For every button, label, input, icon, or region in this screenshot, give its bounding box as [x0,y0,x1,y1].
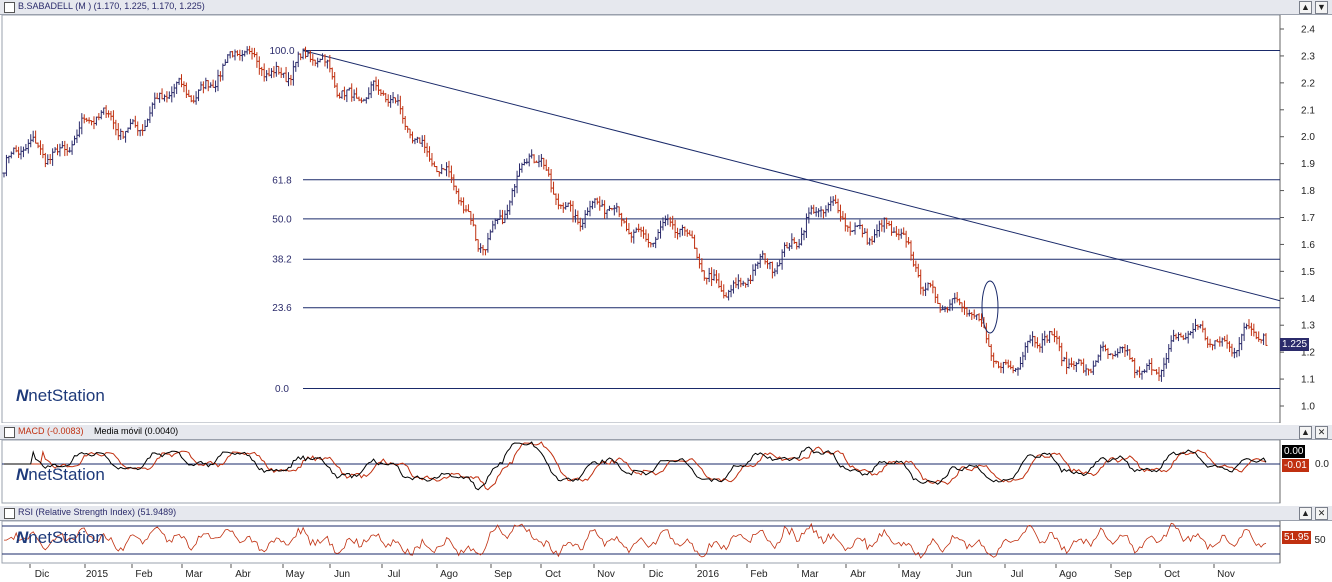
x-tick-label: 2016 [697,569,720,580]
y-tick-label: 2.3 [1301,51,1315,62]
x-tick-label: Dic [649,569,663,580]
last-price-label: 1.225 [1280,338,1310,351]
rsi-panel-header: RSI (Relative Strength Index) (51.9489) … [0,506,1332,521]
netstation-logo: NnetStation [16,386,105,405]
panel-menu-icon[interactable] [4,2,15,13]
minimize-button[interactable]: ▼ [1315,1,1328,14]
fib-label: 0.0 [275,384,289,395]
y-tick-label: 1.7 [1301,213,1315,224]
y-tick-label: 1.1 [1301,375,1315,386]
rsi-tick-label: 50 [1314,535,1326,546]
y-tick-label: 1.3 [1301,321,1315,332]
x-tick-label: Ago [1059,569,1077,580]
x-tick-label: 2015 [86,569,109,580]
price-panel-title: B.SABADELL (M ) (1.170, 1.225, 1.170, 1.… [18,1,205,11]
macd-netstation-logo: NnetStation [16,465,105,484]
x-tick-label: Sep [494,569,512,580]
y-tick-label: 1.4 [1301,294,1315,305]
rsi-logo-icon: N [16,528,29,547]
x-tick-label: May [286,569,305,580]
macd-signal-box: -0.01 [1282,459,1309,472]
x-tick-label: Oct [545,569,561,580]
rsi-netstation-logo: NnetStation [16,528,105,547]
macd-logo-icon: N [16,465,29,484]
x-tick-label: Jun [334,569,350,580]
x-tick-label: Mar [801,569,819,580]
x-tick-label: Mar [185,569,203,580]
x-tick-label: Jul [1011,569,1024,580]
rsi-chart: 50 [1,521,1326,564]
x-tick-label: Abr [850,569,866,580]
fib-label: 100.0 [269,46,294,57]
x-tick-label: Oct [1164,569,1180,580]
x-tick-label: Jul [388,569,401,580]
x-tick-label: Nov [1217,569,1235,580]
netstation-logo-icon: N [16,386,29,405]
x-tick-label: May [902,569,921,580]
x-tick-label: Jun [956,569,972,580]
y-tick-label: 1.6 [1301,240,1315,251]
macd-line [4,441,1267,491]
y-tick-label: 1.5 [1301,267,1315,278]
price-bars [2,45,1268,382]
macd-chart: 0.0 [1,440,1329,504]
y-tick-label: 1.0 [1301,402,1315,413]
x-tick-label: Dic [35,569,49,580]
fib-label: 61.8 [272,175,292,186]
trend-line [302,50,1281,302]
x-tick-label: Sep [1114,569,1132,580]
macd-maximize-button[interactable]: ▲ [1299,426,1312,439]
rsi-close-button[interactable]: ✕ [1315,507,1328,520]
rsi-line [4,522,1267,559]
rsi-value-box: 51.95 [1282,531,1312,544]
macd-title: MACD (-0.0083) Media móvil (0.0040) [18,426,179,436]
y-tick-label: 1.9 [1301,159,1315,170]
rsi-panel: RSI (Relative Strength Index) (51.9489) … [0,506,1332,564]
rsi-title: RSI (Relative Strength Index) (51.9489) [18,507,177,517]
macd-close-button[interactable]: ✕ [1315,426,1328,439]
fib-label: 38.2 [272,255,292,266]
time-axis: Dic 2015 Feb Mar Abr May Jun Jul Ago Sep Oct Nov Dic… [0,564,1332,582]
price-chart: 2.42.32.22.12.01.91.81.71.61.51.41.31.21… [1,15,1315,423]
y-tick-label: 2.2 [1301,78,1315,89]
y-tick-label: 1.2 [1301,348,1315,359]
time-axis-bg [0,564,1332,582]
price-panel-header: B.SABADELL (M ) (1.170, 1.225, 1.170, 1.… [0,0,1332,15]
macd-panel: MACD (-0.0083) Media móvil (0.0040) ▲ ✕ … [0,425,1332,505]
macd-panel-header: MACD (-0.0083) Media móvil (0.0040) ▲ ✕ [0,425,1332,440]
x-tick-label: Ago [440,569,458,580]
fib-label: 50.0 [272,214,292,225]
x-tick-label: Nov [597,569,615,580]
price-panel: B.SABADELL (M ) (1.170, 1.225, 1.170, 1.… [0,0,1332,423]
fib-label: 23.6 [272,303,292,314]
y-tick-label: 2.1 [1301,105,1315,116]
rsi-plot-area [1,521,1281,564]
macd-tick-label: 0.0 [1315,459,1329,470]
y-tick-label: 1.8 [1301,186,1315,197]
y-tick-label: 2.4 [1301,25,1315,36]
maximize-button[interactable]: ▲ [1299,1,1312,14]
rsi-menu-icon[interactable] [4,508,15,519]
macd-menu-icon[interactable] [4,427,15,438]
x-tick-label: Feb [750,569,768,580]
macd-value-box: 0.00 [1282,445,1306,458]
x-tick-label: Abr [235,569,251,580]
y-tick-label: 2.0 [1301,132,1315,143]
x-tick-label: Feb [135,569,153,580]
rsi-maximize-button[interactable]: ▲ [1299,507,1312,520]
gap-annotation-ellipse [981,280,999,334]
